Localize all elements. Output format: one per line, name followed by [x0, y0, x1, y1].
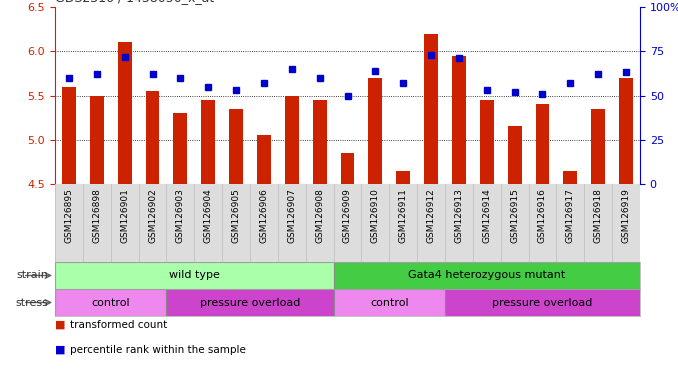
Text: ■: ■ [55, 345, 66, 355]
Text: GSM126913: GSM126913 [454, 188, 464, 243]
Text: GSM126916: GSM126916 [538, 188, 547, 243]
Text: GDS2316 / 1438050_x_at: GDS2316 / 1438050_x_at [55, 0, 214, 5]
Text: GSM126902: GSM126902 [148, 188, 157, 243]
Text: pressure overload: pressure overload [200, 298, 300, 308]
Text: GSM126918: GSM126918 [594, 188, 603, 243]
Bar [55, 262, 334, 289]
Text: GSM126914: GSM126914 [482, 188, 492, 243]
Bar [89, 96, 104, 184]
Text: GSM126895: GSM126895 [64, 188, 73, 243]
Bar [334, 262, 640, 289]
Bar [285, 96, 299, 184]
Text: GSM126911: GSM126911 [399, 188, 407, 243]
Text: wild type: wild type [169, 270, 220, 280]
Bar [55, 289, 166, 316]
Text: GSM126905: GSM126905 [232, 188, 241, 243]
Bar [146, 91, 159, 184]
Bar [424, 33, 438, 184]
Bar [257, 135, 271, 184]
Text: GSM126904: GSM126904 [203, 188, 213, 243]
Text: pressure overload: pressure overload [492, 298, 593, 308]
Bar [334, 289, 445, 316]
Bar [396, 171, 410, 184]
Text: transformed count: transformed count [70, 320, 167, 330]
Text: GSM126901: GSM126901 [120, 188, 129, 243]
Text: GSM126917: GSM126917 [566, 188, 575, 243]
Bar [62, 87, 76, 184]
Text: GSM126909: GSM126909 [343, 188, 352, 243]
Text: strain: strain [16, 270, 48, 280]
Text: control: control [92, 298, 130, 308]
Text: stress: stress [16, 298, 48, 308]
Bar [619, 78, 633, 184]
Bar [201, 100, 215, 184]
Text: GSM126903: GSM126903 [176, 188, 185, 243]
Bar [591, 109, 605, 184]
Bar [508, 126, 521, 184]
Bar [536, 104, 549, 184]
Bar [445, 289, 640, 316]
Text: GSM126907: GSM126907 [287, 188, 296, 243]
Text: GSM126919: GSM126919 [622, 188, 631, 243]
Bar [229, 109, 243, 184]
Bar [118, 42, 132, 184]
Text: GSM126910: GSM126910 [371, 188, 380, 243]
Bar [368, 78, 382, 184]
Text: GSM126908: GSM126908 [315, 188, 324, 243]
Bar [340, 153, 355, 184]
Bar [452, 56, 466, 184]
Text: percentile rank within the sample: percentile rank within the sample [70, 345, 246, 355]
Bar [313, 100, 327, 184]
Text: GSM126898: GSM126898 [92, 188, 101, 243]
Bar [480, 100, 494, 184]
Text: GSM126906: GSM126906 [260, 188, 268, 243]
Text: Gata4 heterozygous mutant: Gata4 heterozygous mutant [408, 270, 565, 280]
Bar [174, 113, 187, 184]
Text: GSM126915: GSM126915 [510, 188, 519, 243]
Text: GSM126912: GSM126912 [426, 188, 435, 243]
Bar [166, 289, 334, 316]
Bar [563, 171, 578, 184]
Text: control: control [370, 298, 409, 308]
Text: ■: ■ [55, 320, 66, 330]
